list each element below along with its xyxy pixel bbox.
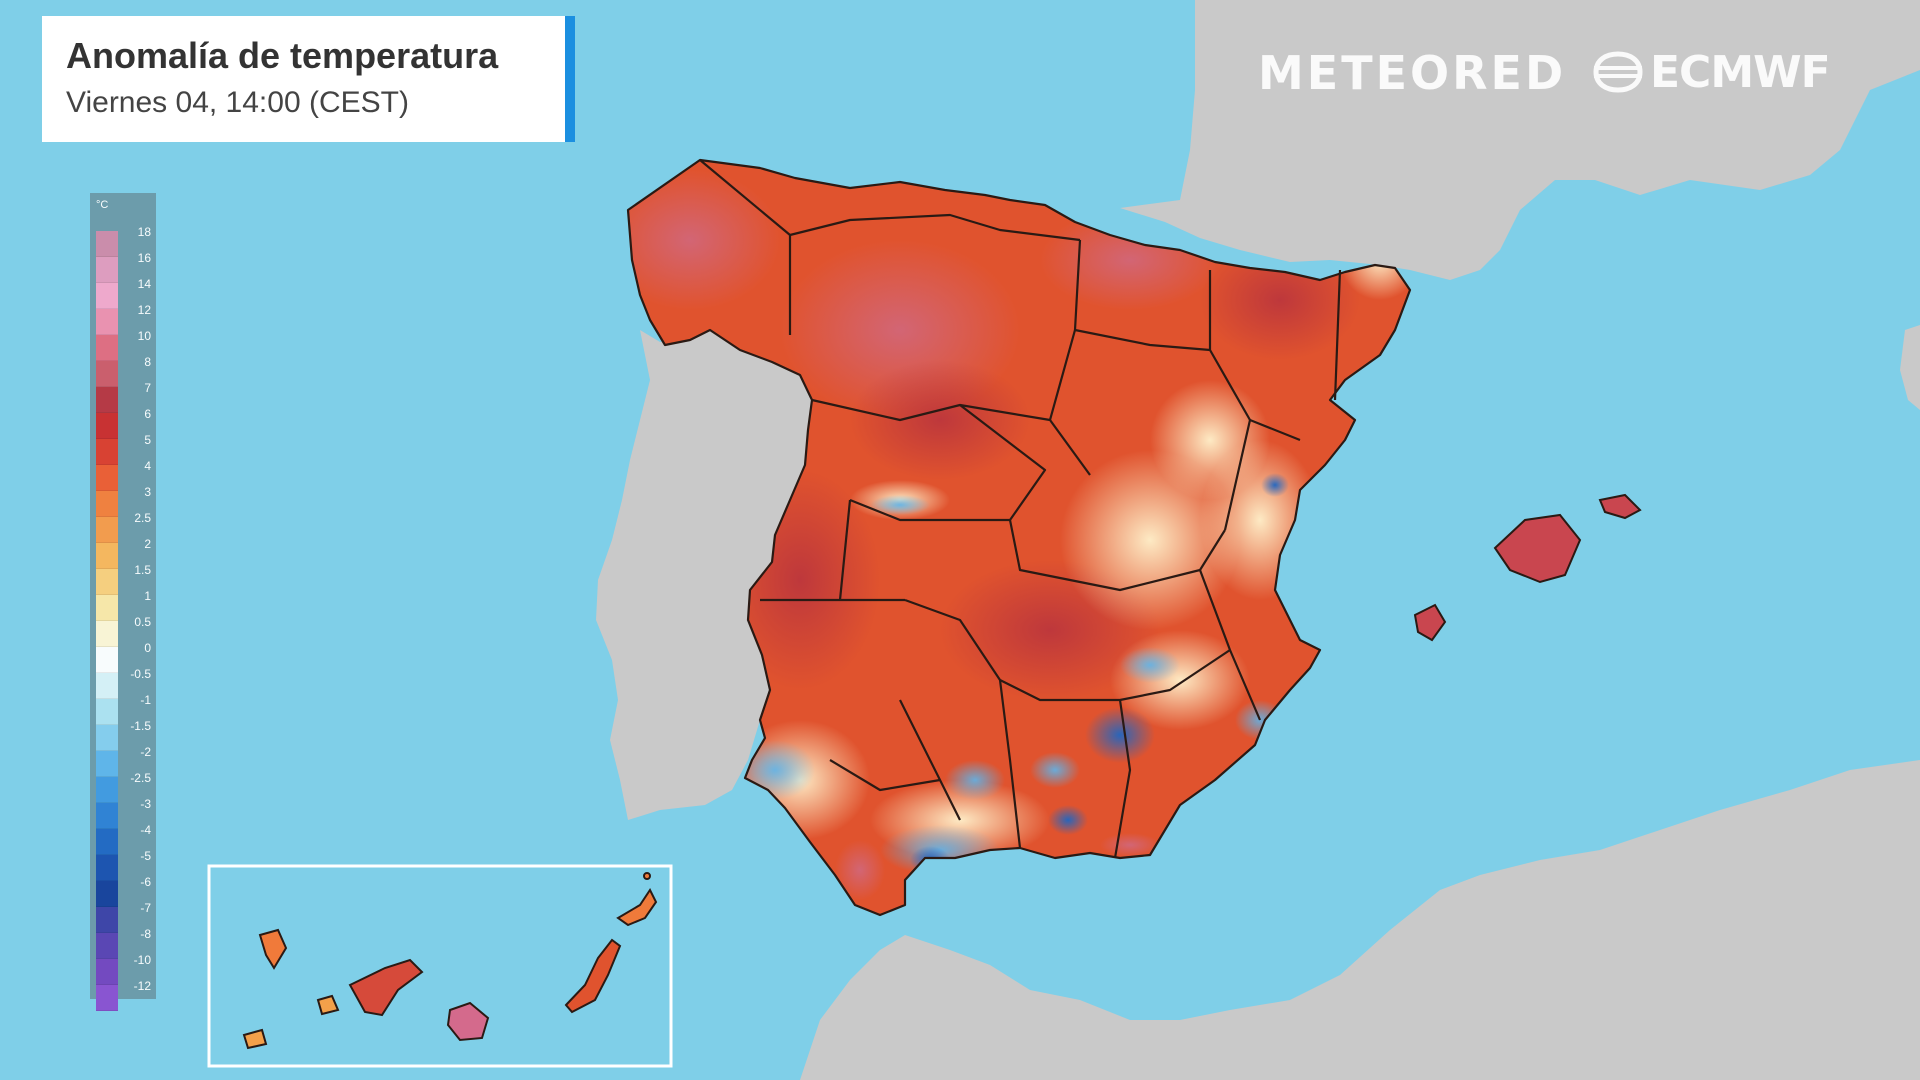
legend-label: 12 [137, 303, 151, 317]
legend-label: -7 [140, 901, 151, 915]
legend-label: 7 [144, 381, 151, 395]
legend-swatch [96, 231, 118, 257]
legend-swatch [96, 387, 118, 413]
legend-label: -1 [140, 693, 151, 707]
legend-label: -2.5 [130, 771, 151, 785]
legend-label: 0 [144, 641, 151, 655]
legend-label: 1.5 [134, 563, 151, 577]
legend-swatch [96, 751, 118, 777]
legend-label: 16 [137, 251, 151, 265]
legend-label: -3 [140, 797, 151, 811]
legend-swatch [96, 907, 118, 933]
legend-label: -4 [140, 823, 151, 837]
legend-swatch [96, 985, 118, 1011]
legend-label: -5 [140, 849, 151, 863]
legend-swatch [96, 647, 118, 673]
legend-label: 6 [144, 407, 151, 421]
portugal-landmass [596, 330, 812, 820]
ecmwf-logo: ECMWF [1590, 46, 1831, 98]
legend-swatch [96, 465, 118, 491]
legend-label: 18 [137, 225, 151, 239]
legend-label: -1.5 [130, 719, 151, 733]
legend-swatch [96, 959, 118, 985]
legend-label: 0.5 [134, 615, 151, 629]
color-legend: °C 18 16 14 12 10 8 7 6 5 4 3 2.5 2 1.5 1 0.5 0 -0.5 -1 -1.… [90, 193, 156, 1011]
meteored-logo: METEORED [1258, 46, 1567, 100]
legend-swatch [96, 309, 118, 335]
legend-swatch [96, 517, 118, 543]
legend-swatch [96, 257, 118, 283]
legend-swatch [96, 699, 118, 725]
legend-swatch [96, 569, 118, 595]
legend-label: 10 [137, 329, 151, 343]
legend-swatch [96, 803, 118, 829]
legend-label: -2 [140, 745, 151, 759]
title-panel: Anomalía de temperatura Viernes 04, 14:0… [42, 16, 575, 142]
map-subtitle: Viernes 04, 14:00 (CEST) [66, 86, 409, 119]
legend-swatch [96, 361, 118, 387]
legend-swatch [96, 335, 118, 361]
legend-swatches [96, 231, 118, 1011]
legend-unit: °C [96, 199, 109, 211]
legend-swatch [96, 439, 118, 465]
ecmwf-wordmark: ECMWF [1650, 46, 1831, 98]
legend-swatch [96, 673, 118, 699]
sardinia-landmass [1900, 325, 1920, 410]
legend-swatch [96, 283, 118, 309]
legend-label: -10 [133, 953, 151, 967]
legend-swatch [96, 621, 118, 647]
legend-label: -12 [133, 979, 151, 993]
legend-label: 8 [144, 355, 151, 369]
legend-label: 2.5 [134, 511, 151, 525]
legend-label: 14 [137, 277, 151, 291]
legend-swatch [96, 881, 118, 907]
legend-label: 2 [144, 537, 151, 551]
balearic-islands [1413, 493, 1642, 642]
legend-swatch [96, 855, 118, 881]
legend-label: -0.5 [130, 667, 151, 681]
legend-label: 4 [144, 459, 151, 473]
legend-label: 3 [144, 485, 151, 499]
legend-swatch [96, 595, 118, 621]
legend-label: -8 [140, 927, 151, 941]
map-title: Anomalía de temperatura [66, 35, 499, 76]
region-borders [626, 158, 1412, 917]
ecmwf-mark-icon [1593, 51, 1643, 93]
legend-label: 1 [144, 589, 151, 603]
legend-labels: 18 16 14 12 10 8 7 6 5 4 3 2.5 2 1.5 1 0.5 0 -0.5 -1 -1.5 -2… [118, 219, 154, 999]
canary-islands-inset [207, 864, 673, 1068]
legend-swatch [96, 829, 118, 855]
legend-swatch [96, 777, 118, 803]
legend-swatch [96, 725, 118, 751]
legend-swatch [96, 491, 118, 517]
legend-swatch [96, 413, 118, 439]
france-landmass [1120, 0, 1920, 280]
legend-label: -6 [140, 875, 151, 889]
legend-swatch [96, 543, 118, 569]
legend-label: 5 [144, 433, 151, 447]
legend-swatch [96, 933, 118, 959]
north-africa-landmass [800, 760, 1920, 1080]
